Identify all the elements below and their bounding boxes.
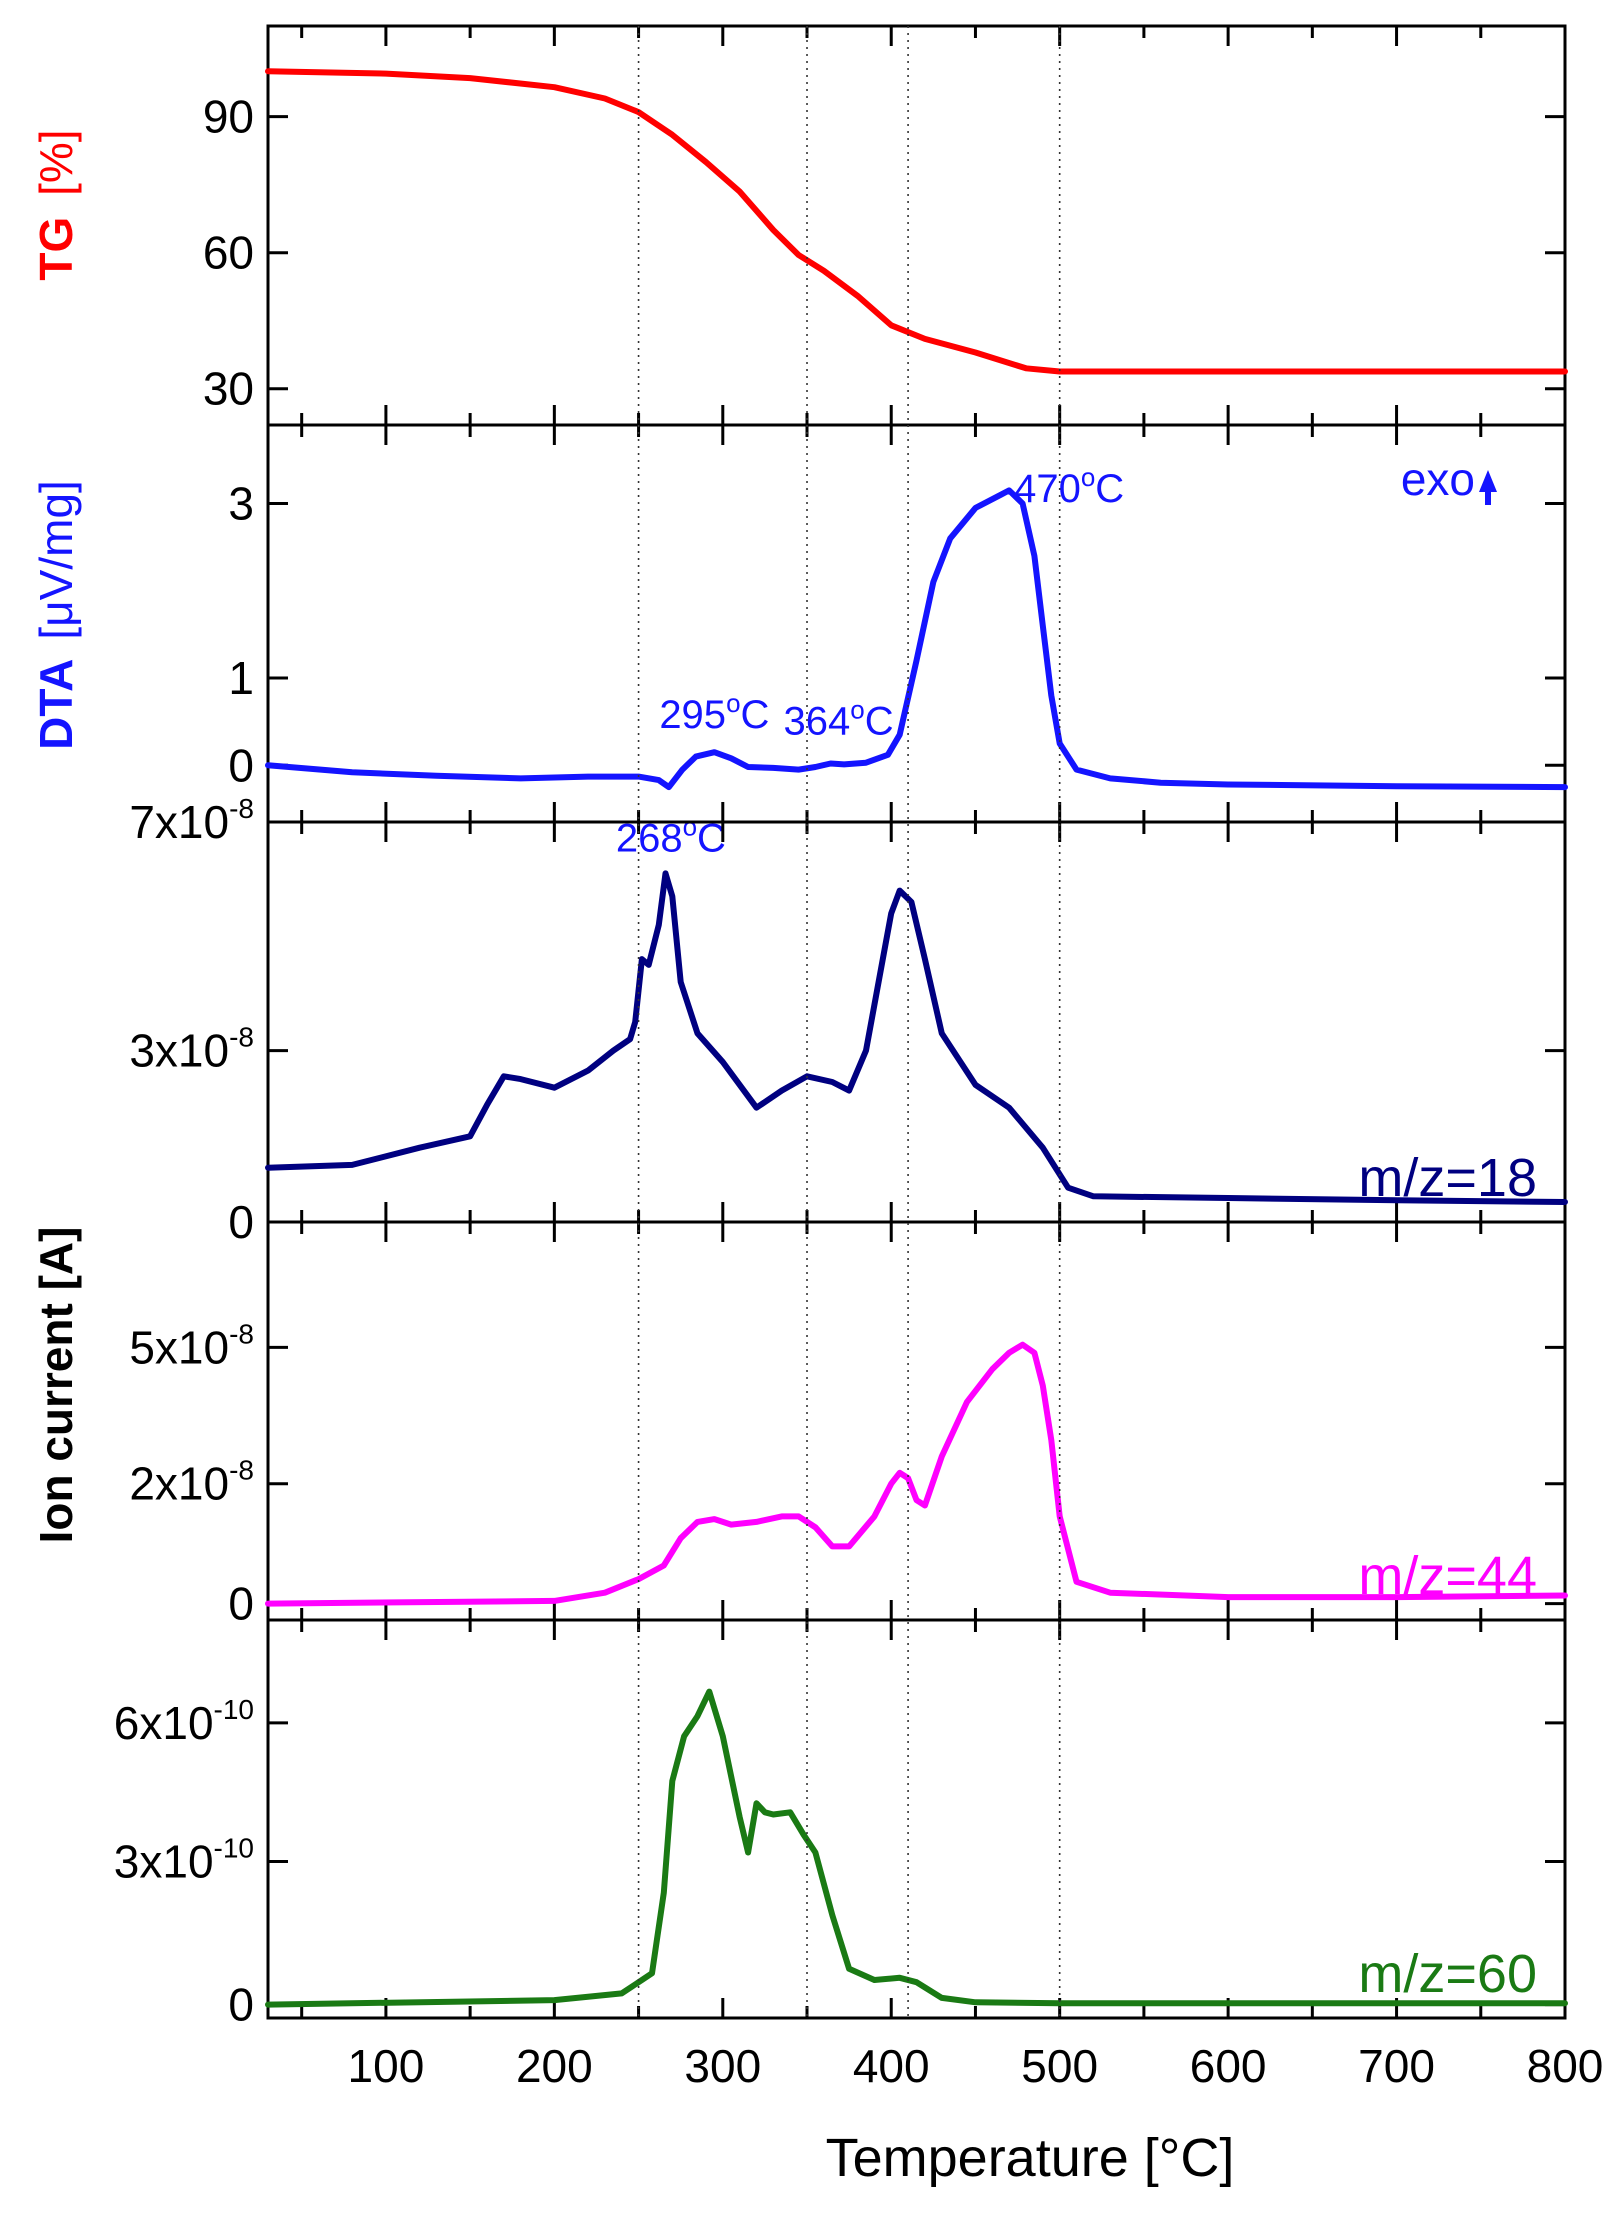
x-tick-label: 600 bbox=[1190, 2040, 1267, 2092]
series-line-tg bbox=[265, 68, 1568, 375]
panel-tg: 30 60 90 bbox=[203, 24, 1568, 427]
panel-frame bbox=[266, 423, 1567, 824]
x-tick-label: 700 bbox=[1358, 2040, 1435, 2092]
y-tick-label: 5x10-8 bbox=[129, 1318, 254, 1373]
y-tick-label: 6x10-10 bbox=[114, 1694, 254, 1749]
y-tick-label: 90 bbox=[203, 91, 254, 143]
panel-frame bbox=[266, 24, 1567, 427]
x-axis-ticks: 100 200 300 400 500 600 700 800 bbox=[348, 2040, 1604, 2092]
series-line-ms44 bbox=[265, 1341, 1568, 1607]
panel-ms44: 0 2x10-8 5x10-8 m/z=44 bbox=[129, 1220, 1568, 1630]
exo-label: exo bbox=[1401, 453, 1475, 505]
exo-arrow-icon bbox=[1479, 470, 1497, 505]
series-line-ms18 bbox=[265, 870, 1568, 1205]
panel-ms60: 0 3x10-10 6x10-10 m/z=60 bbox=[114, 1618, 1568, 2031]
x-axis-label: Temperature [°C] bbox=[826, 2128, 1235, 2188]
guide-lines bbox=[637, 26, 1061, 2018]
chart-panels: 30 60 90 0 1 3 268oC 295oC 364oC 470oC 0 3x10-8 7x10… bbox=[114, 24, 1568, 2031]
y-tick-label: 3 bbox=[228, 478, 254, 530]
tg-axis-label-name: TG bbox=[30, 217, 82, 281]
peak-annotation: 295oC bbox=[659, 688, 769, 737]
y-tick-label: 7x10-8 bbox=[129, 793, 254, 848]
y-tick-label: 3x10-8 bbox=[129, 1022, 254, 1077]
y-tick-label: 0 bbox=[228, 1196, 254, 1248]
dta-axis-label-unit: [μV/mg] bbox=[30, 480, 82, 639]
y-tick-label: 2x10-8 bbox=[129, 1455, 254, 1510]
x-tick-label: 800 bbox=[1527, 2040, 1604, 2092]
x-tick-label: 300 bbox=[684, 2040, 761, 2092]
series-label-ms18: m/z=18 bbox=[1358, 1148, 1537, 1208]
panel-dta: 0 1 3 268oC 295oC 364oC 470oC bbox=[228, 423, 1568, 861]
x-tick-label: 100 bbox=[348, 2040, 425, 2092]
panel-frame bbox=[266, 1618, 1567, 2020]
peak-annotation: 364oC bbox=[784, 695, 894, 744]
y-tick-label: 30 bbox=[203, 363, 254, 415]
dta-axis-label-name: DTA bbox=[30, 660, 82, 750]
series-label-ms44: m/z=44 bbox=[1358, 1546, 1537, 1606]
y-tick-label: 0 bbox=[228, 1578, 254, 1630]
y-tick-label: 60 bbox=[203, 227, 254, 279]
x-tick-label: 400 bbox=[853, 2040, 930, 2092]
y-tick-label: 0 bbox=[228, 1979, 254, 2031]
peak-annotation: 470oC bbox=[1014, 462, 1124, 511]
y-tick-label: 3x10-10 bbox=[114, 1832, 254, 1887]
series-line-dta bbox=[265, 487, 1568, 791]
series-label-ms60: m/z=60 bbox=[1358, 1944, 1537, 2004]
x-tick-label: 200 bbox=[516, 2040, 593, 2092]
x-tick-label: 500 bbox=[1021, 2040, 1098, 2092]
tg-axis-label: TG [%] bbox=[30, 129, 82, 280]
y-tick-label: 1 bbox=[228, 652, 254, 704]
ion-current-axis-label: Ion current [A] bbox=[30, 1227, 82, 1544]
dta-axis-label: DTA [μV/mg] bbox=[30, 480, 82, 750]
y-tick-label: 0 bbox=[228, 739, 254, 791]
peak-annotation: 268oC bbox=[616, 812, 726, 861]
tg-axis-label-unit: [%] bbox=[30, 129, 82, 195]
panel-ms18: 0 3x10-8 7x10-8 m/z=18 bbox=[129, 793, 1568, 1248]
